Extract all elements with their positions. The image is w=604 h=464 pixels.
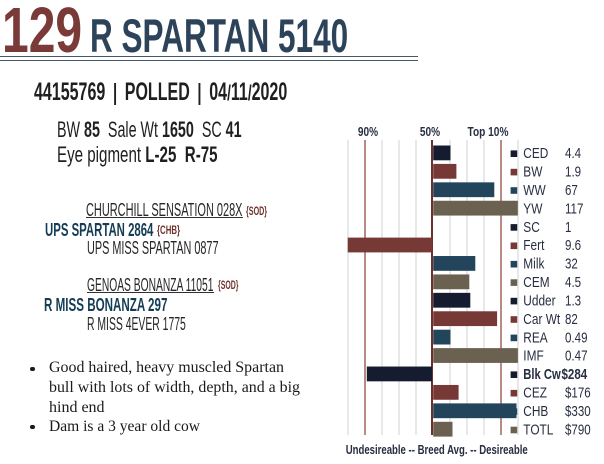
svg-text:$284: $284	[562, 366, 588, 383]
svg-text:90%: 90%	[358, 124, 379, 139]
svg-text:CHB: CHB	[523, 403, 548, 420]
svg-text:Car Wt: Car Wt	[523, 311, 561, 328]
svg-text:WW: WW	[523, 182, 546, 199]
svg-text:9.6: 9.6	[565, 237, 581, 254]
svg-text:4.4: 4.4	[565, 145, 581, 162]
svg-text:0.47: 0.47	[565, 348, 588, 365]
svg-text:1.3: 1.3	[565, 292, 581, 309]
svg-text:0.49: 0.49	[565, 329, 588, 346]
svg-text:IMF: IMF	[523, 348, 543, 365]
svg-text:BW: BW	[523, 164, 543, 181]
svg-text:1: 1	[565, 219, 571, 236]
svg-text:1.9: 1.9	[565, 164, 581, 181]
svg-text:CED: CED	[523, 145, 548, 162]
svg-text:REA: REA	[523, 329, 547, 346]
svg-text:$330: $330	[565, 403, 591, 420]
svg-text:Top 10%: Top 10%	[468, 124, 509, 139]
svg-text:SC: SC	[523, 219, 540, 236]
svg-text:Milk: Milk	[523, 256, 544, 273]
svg-text:YW: YW	[523, 200, 543, 217]
svg-text:82: 82	[565, 311, 578, 328]
svg-text:Udder: Udder	[523, 292, 555, 309]
svg-text:CEZ: CEZ	[523, 385, 547, 402]
svg-text:$790: $790	[565, 421, 591, 438]
svg-text:4.5: 4.5	[565, 274, 581, 291]
svg-text:50%: 50%	[420, 124, 441, 139]
svg-text:TOTL: TOTL	[523, 421, 553, 438]
svg-text:Fert: Fert	[523, 237, 545, 254]
svg-text:Blk Cw: Blk Cw	[523, 366, 561, 383]
svg-text:32: 32	[565, 256, 578, 273]
svg-text:117: 117	[565, 200, 583, 217]
svg-text:$176: $176	[565, 385, 591, 402]
svg-text:CEM: CEM	[523, 274, 549, 291]
svg-text:Undesireable -- Breed Avg. --: Undesireable -- Breed Avg. -- Desireable	[346, 442, 528, 457]
svg-text:67: 67	[565, 182, 578, 199]
